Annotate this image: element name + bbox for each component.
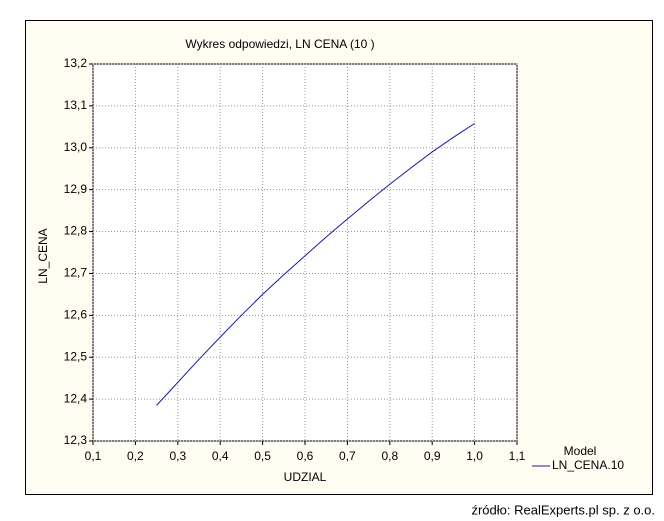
y-tick-label: 12,7 (64, 266, 88, 280)
source-note: źródło: RealExperts.pl sp. z o.o. (471, 502, 655, 517)
x-tick-label: 0,2 (127, 449, 144, 463)
x-tick-label: 1,0 (466, 449, 483, 463)
x-tick-label: 0,5 (254, 449, 271, 463)
y-tick-label: 12,3 (64, 433, 88, 447)
y-tick-label: 12,9 (64, 182, 88, 196)
y-tick-label: 12,5 (64, 349, 88, 363)
y-tick-label: 13,0 (64, 140, 88, 154)
y-tick-label: 13,2 (64, 56, 88, 70)
data-line (156, 123, 475, 406)
y-tick-label: 12,4 (64, 391, 88, 405)
y-tick-label: 12,8 (64, 224, 88, 238)
x-tick-label: 0,7 (339, 449, 356, 463)
x-tick-label: 0,4 (212, 449, 229, 463)
plot-area (92, 63, 518, 442)
x-tick-label: 0,9 (424, 449, 441, 463)
y-axis-label: LN_CENA (36, 228, 50, 283)
x-axis-label: UDZIAL (284, 470, 327, 484)
legend-label: LN_CENA.10 (552, 458, 624, 472)
x-tick-label: 0,3 (169, 449, 186, 463)
x-tick-label: 0,6 (297, 449, 314, 463)
y-tick-label: 13,1 (64, 98, 88, 112)
y-tick-label: 12,6 (64, 308, 88, 322)
legend-title: Model (564, 444, 597, 458)
x-tick-label: 1,1 (509, 449, 526, 463)
x-tick-label: 0,8 (381, 449, 398, 463)
chart-title: Wykres odpowiedzi, LN CENA (10 ) (185, 37, 374, 51)
x-tick-label: 0,1 (85, 449, 102, 463)
